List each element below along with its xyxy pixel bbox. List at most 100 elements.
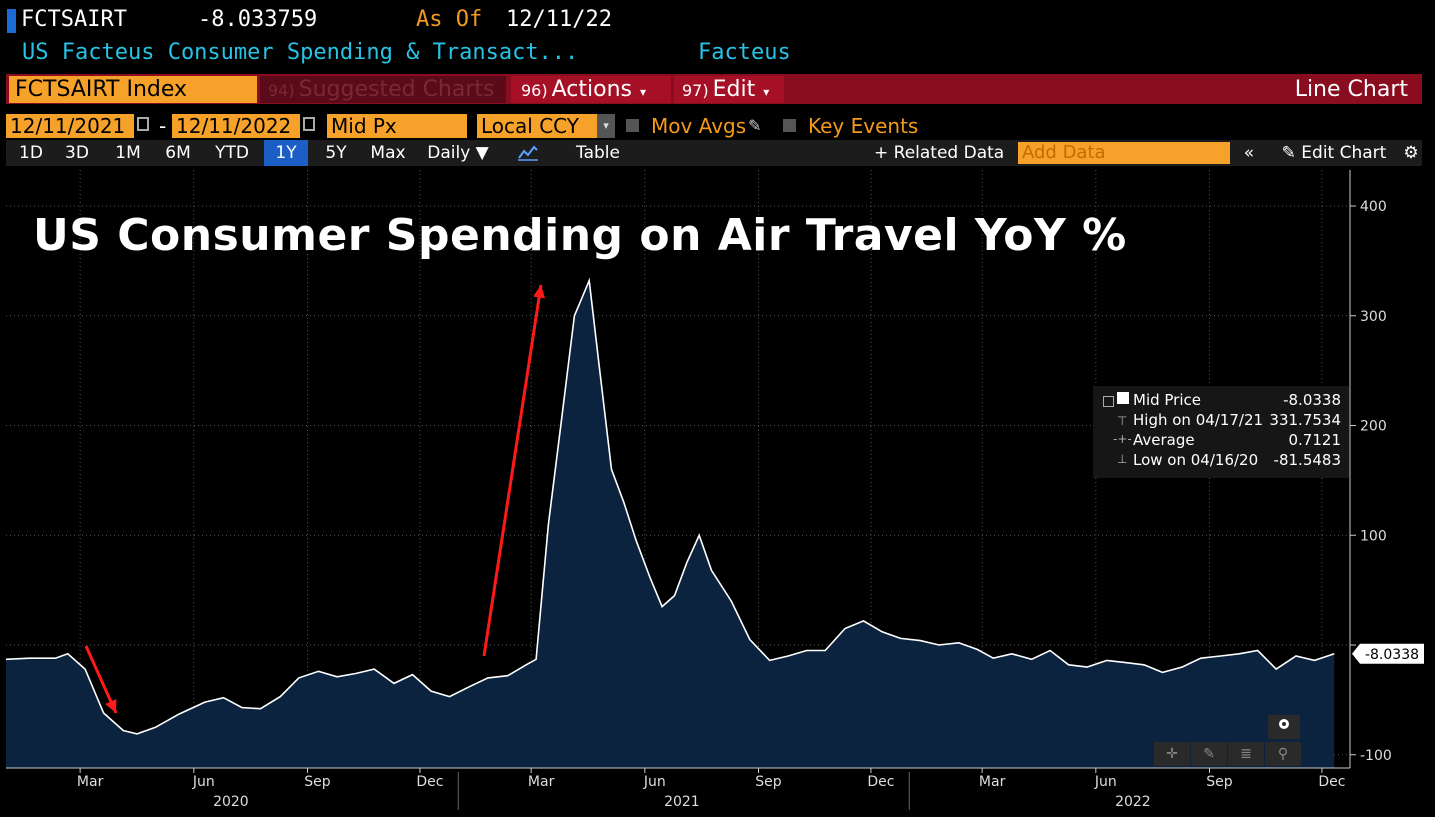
calendar-icon[interactable] (303, 117, 315, 131)
chart-controls: 12/11/2021 - 12/11/2022 Mid Px Local CCY… (6, 113, 1422, 138)
legend-low: Low on 04/16/20 -81.5483 (1133, 450, 1341, 470)
related-data-button[interactable]: + Related Data (874, 143, 1005, 163)
last-value-label: -8.0338 (1365, 647, 1419, 663)
circle-icon (1279, 719, 1289, 729)
range-1y[interactable]: 1Y (264, 140, 308, 166)
drop-arrow (84, 645, 118, 714)
frequency-label: Daily (427, 143, 471, 163)
range-6m[interactable]: 6M (165, 143, 191, 163)
range-1d[interactable]: 1D (19, 143, 43, 163)
pencil-icon: ✎ (1281, 143, 1296, 163)
chart-axes: 400 300 200 100 -100 Mar Jun Sep Dec Mar Jun Sep Dec… (6, 170, 1424, 810)
suggested-charts-button[interactable]: 94) Suggested Charts (260, 76, 506, 103)
x-tick-label: Mar (77, 774, 104, 790)
y-tick-label: 400 (1360, 199, 1387, 215)
x-tick-label: Dec (416, 774, 443, 790)
start-date-field[interactable]: 12/11/2021 (6, 114, 134, 138)
security-description: US Facteus Consumer Spending & Transact.… (0, 40, 1435, 68)
series-swatch (1117, 392, 1129, 404)
actions-number: 96) (521, 81, 548, 100)
mov-avgs-checkbox[interactable] (626, 119, 639, 132)
chart-legend[interactable]: Mid Price -8.0338 ⊤ High on 04/17/21 331… (1093, 386, 1349, 478)
calendar-icon[interactable] (137, 117, 149, 131)
mov-avgs-label: Mov Avgs (651, 114, 747, 138)
range-max[interactable]: Max (370, 143, 406, 163)
ticker-marker (7, 9, 16, 33)
pencil-icon[interactable]: ✎ (1191, 742, 1227, 766)
line-chart[interactable]: 400 300 200 100 -100 Mar Jun Sep Dec Mar Jun Sep Dec… (0, 168, 1435, 817)
chart-options-button[interactable] (1268, 715, 1300, 739)
index-field[interactable]: FCTSAIRT Index (9, 76, 257, 103)
last-value: -8.033759 (198, 7, 318, 32)
last-value-tag: -8.0338 (1352, 643, 1424, 664)
notes-icon[interactable]: ≣ (1228, 742, 1264, 766)
x-tick-label: Jun (192, 774, 215, 790)
suggested-charts-number: 94) (268, 81, 295, 100)
table-button[interactable]: Table (576, 143, 620, 163)
security-header: FCTSAIRT -8.033759 As Of 12/11/22 (0, 6, 1435, 34)
legend-average-label: Average (1133, 431, 1195, 449)
x-tick-label: Jun (643, 774, 666, 790)
y-tick-label: -100 (1360, 748, 1392, 764)
chevron-down-icon: ▾ (763, 85, 770, 99)
chart-annotations (84, 284, 546, 714)
edit-chart-label: Edit Chart (1301, 143, 1387, 163)
legend-low-value: -81.5483 (1273, 451, 1341, 469)
frequency-select[interactable]: Daily ▼ (418, 140, 498, 166)
legend-low-label: Low on 04/16/20 (1133, 451, 1259, 469)
chevron-down-icon: ▼ (475, 143, 489, 163)
arrow-shaft (482, 284, 543, 657)
currency-select[interactable]: Local CCY (477, 114, 597, 138)
chart-type-label: Line Chart (1294, 77, 1408, 102)
edit-chart-button[interactable]: ✎ Edit Chart (1268, 140, 1400, 166)
suggested-charts-label: Suggested Charts (298, 77, 495, 102)
collapse-icon[interactable] (1103, 396, 1114, 407)
price-field-select[interactable]: Mid Px (327, 114, 467, 138)
range-bar: 1D 3D 1M 6M YTD 1Y 5Y Max Daily ▼ Table … (6, 140, 1422, 166)
as-of-date: 12/11/22 (506, 7, 612, 32)
end-date-field[interactable]: 12/11/2022 (172, 114, 300, 138)
year-label: 2022 (1115, 794, 1151, 810)
edit-label: Edit (712, 77, 756, 102)
actions-menu[interactable]: 96) Actions ▾ (511, 76, 671, 103)
pencil-icon[interactable]: ✎ (748, 116, 762, 135)
x-tick-label: Dec (1318, 774, 1345, 790)
command-bar: FCTSAIRT Index 94) Suggested Charts 96) Ac… (6, 74, 1422, 104)
key-events-checkbox[interactable] (783, 119, 796, 132)
chevron-down-icon: ▾ (639, 85, 647, 99)
x-tick-label: Sep (304, 774, 331, 790)
legend-mid-price-value: -8.0338 (1283, 391, 1341, 409)
range-1m[interactable]: 1M (115, 143, 141, 163)
low-marker-icon: ⊥ (1117, 452, 1128, 466)
x-tick-label: Sep (755, 774, 782, 790)
actions-label: Actions (551, 77, 632, 102)
x-tick-label: Mar (528, 774, 555, 790)
crosshair-icon[interactable]: ✛ (1154, 742, 1190, 766)
chevron-down-icon[interactable]: ▾ (597, 114, 615, 138)
zoom-icon[interactable]: ⚲ (1265, 742, 1301, 766)
legend-average: Average 0.7121 (1133, 430, 1341, 450)
y-tick-label: 200 (1360, 419, 1387, 435)
high-marker-icon: ⊤ (1117, 414, 1128, 428)
last-value-box (1352, 643, 1424, 664)
year-label: 2021 (664, 794, 700, 810)
x-tick-label: Mar (979, 774, 1006, 790)
series-area (6, 280, 1335, 768)
add-data-input[interactable]: Add Data (1018, 142, 1230, 164)
legend-average-value: 0.7121 (1288, 431, 1342, 449)
ticker-symbol[interactable]: FCTSAIRT (21, 7, 127, 32)
line-chart-icon[interactable] (510, 140, 546, 166)
legend-high: High on 04/17/21 331.7534 (1133, 410, 1341, 430)
range-3d[interactable]: 3D (65, 143, 89, 163)
as-of-label: As Of (416, 7, 483, 32)
collapse-icon[interactable]: « (1243, 143, 1255, 163)
x-tick-label: Jun (1094, 774, 1117, 790)
range-5y[interactable]: 5Y (325, 143, 347, 163)
range-ytd[interactable]: YTD (215, 143, 249, 163)
average-marker-icon: -+- (1113, 432, 1132, 446)
surge-arrow (482, 284, 546, 657)
edit-menu[interactable]: 97) Edit ▾ (674, 76, 784, 103)
gear-icon[interactable]: ⚙ (1403, 143, 1419, 163)
security-name: US Facteus Consumer Spending & Transact.… (22, 40, 579, 65)
y-tick-label: 300 (1360, 309, 1387, 325)
